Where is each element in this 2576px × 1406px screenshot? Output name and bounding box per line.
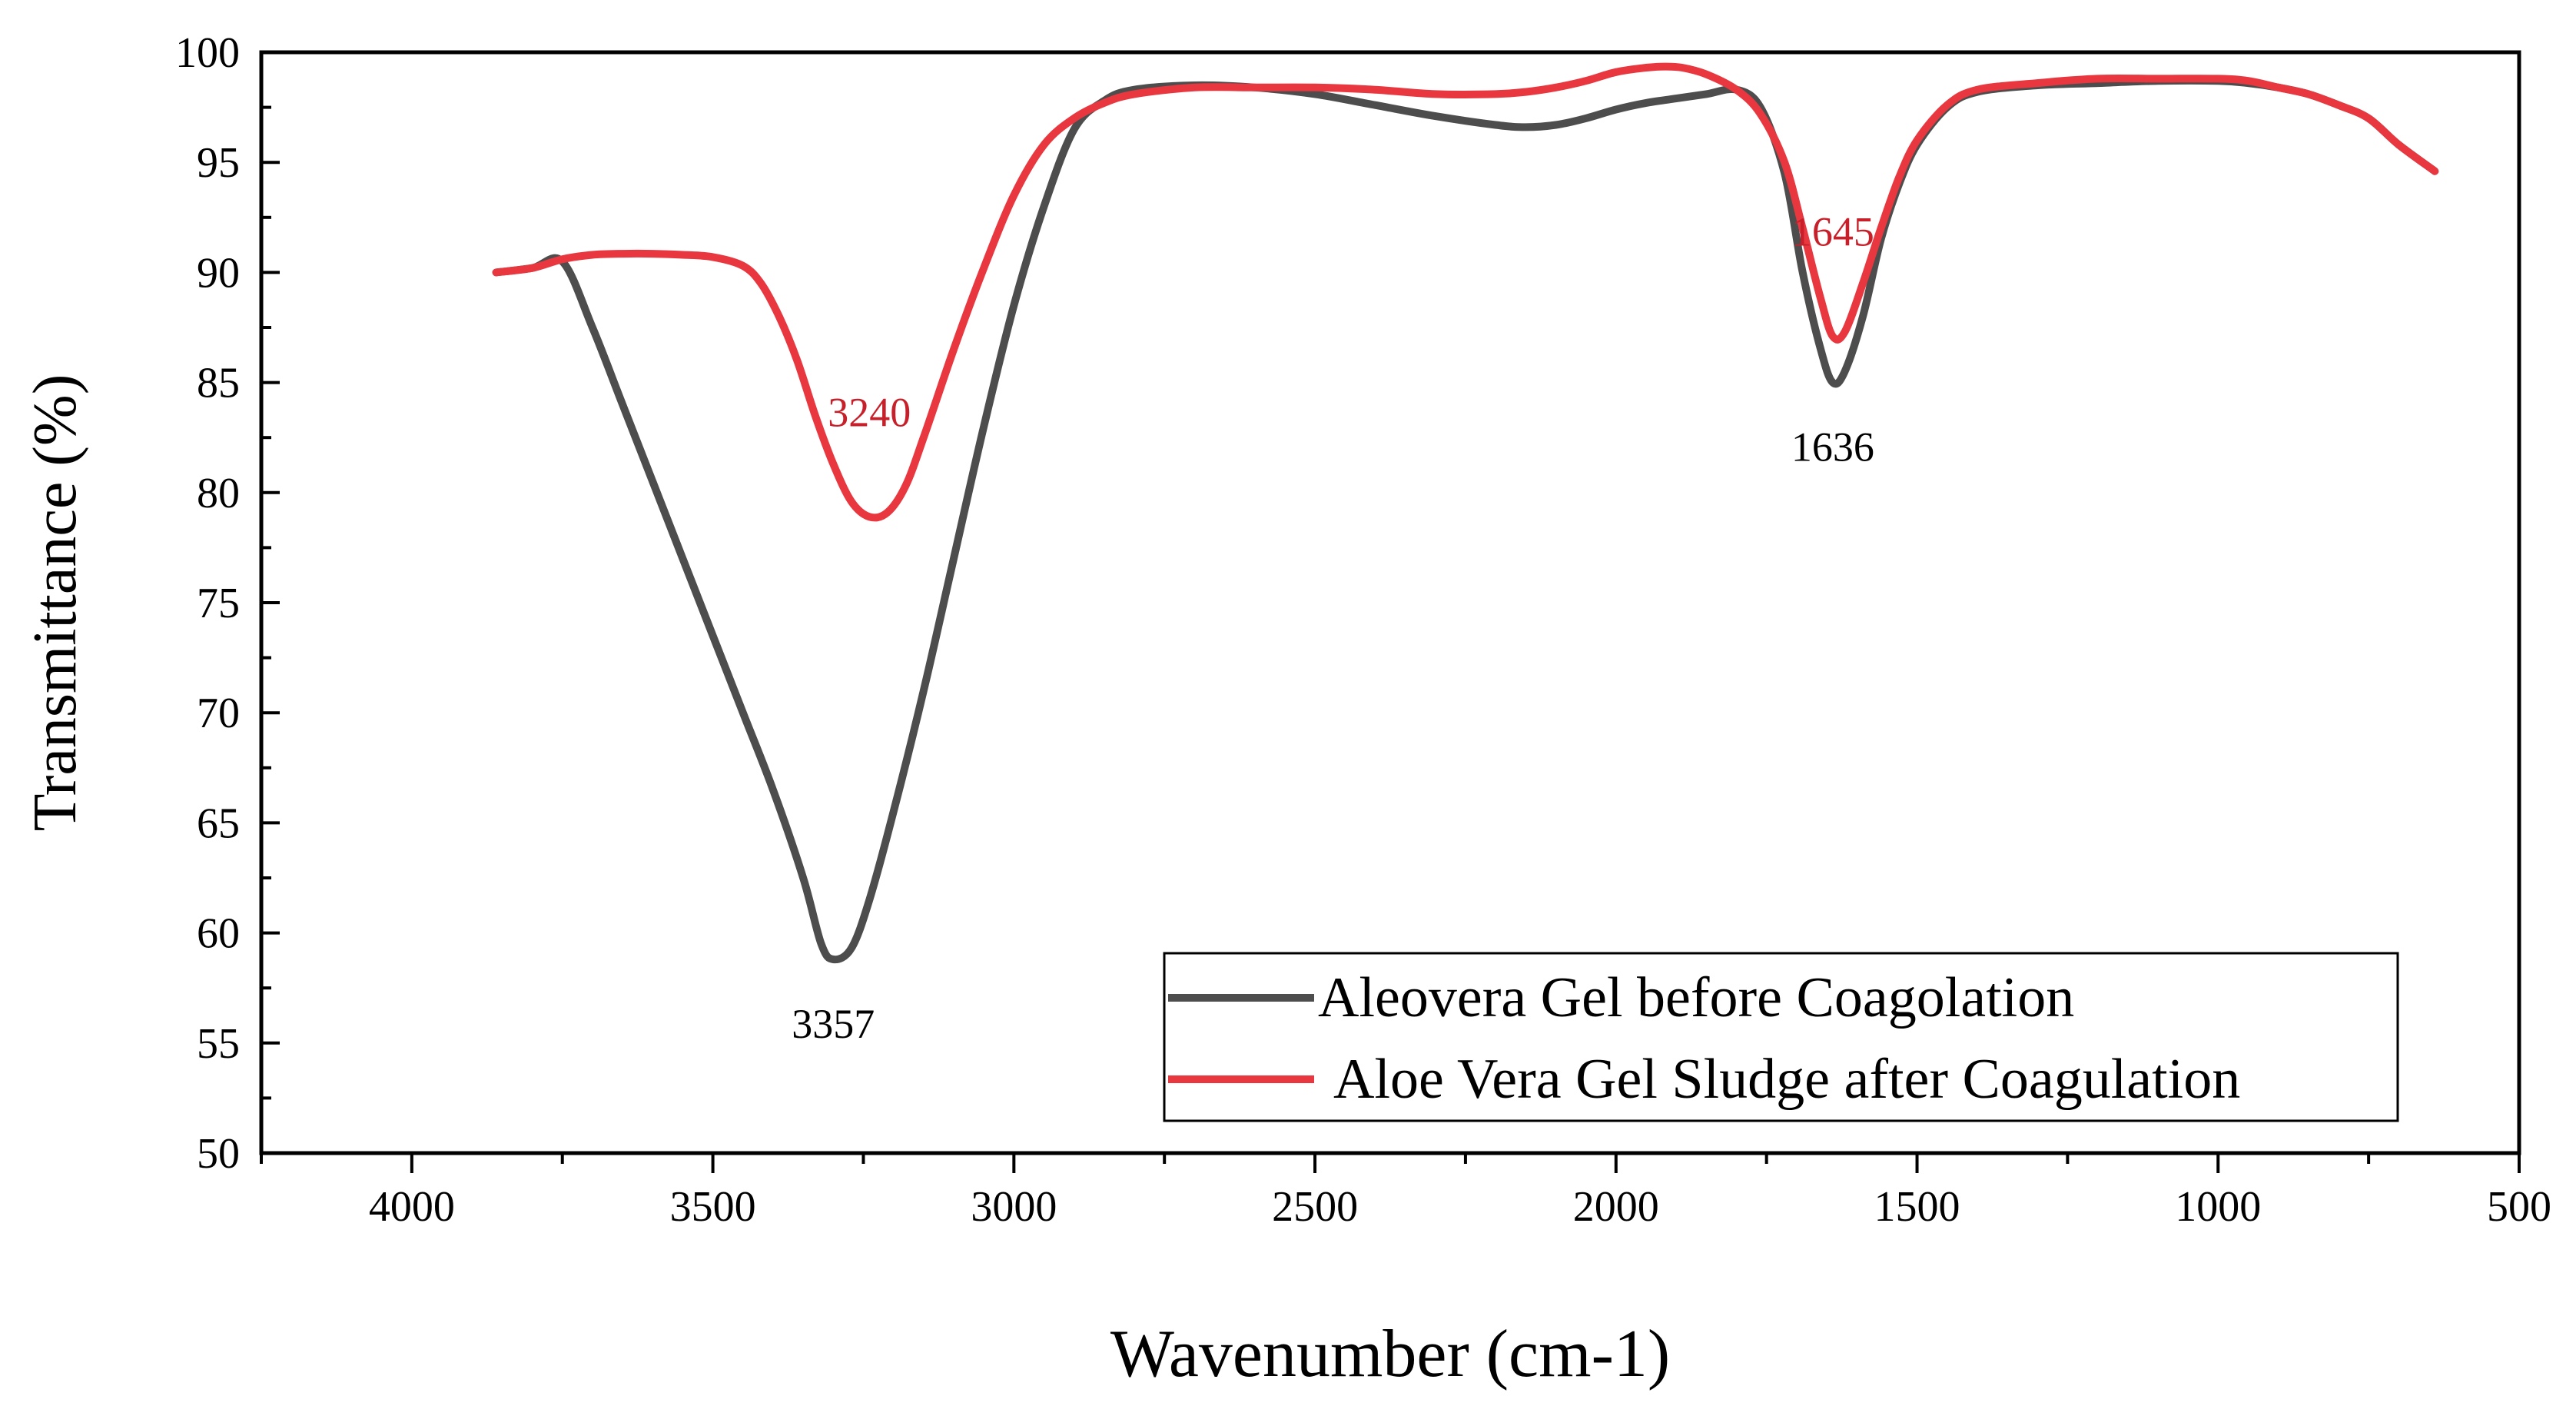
x-axis-title: Wavenumber (cm-1) [1110,1317,1670,1391]
series-layer [492,62,2439,964]
y-tick-label: 95 [197,139,240,187]
x-tick-label: 2000 [1573,1183,1659,1231]
y-tick-label: 85 [197,360,240,407]
y-tick-label: 90 [197,249,240,297]
x-tick-label: 3500 [670,1183,756,1231]
y-axis-ticks: 50 55 60 65 70 75 80 85 90 95 100 [175,29,280,1178]
legend-box [1163,952,2399,1122]
y-tick-label: 75 [197,580,240,627]
x-tick-label: 500 [2487,1183,2551,1231]
y-tick-label: 100 [175,29,240,77]
peak-annotation: 1645 [1791,208,1874,254]
peak-annotation: 1636 [1791,424,1874,470]
x-tick-label: 2500 [1272,1183,1358,1231]
y-tick-label: 55 [197,1020,240,1068]
x-tick-label: 1500 [1874,1183,1960,1231]
y-tick-label: 50 [197,1130,240,1178]
x-tick-label: 1000 [2175,1183,2261,1231]
y-tick-label: 80 [197,470,240,517]
y-tick-label: 70 [197,690,240,737]
x-tick-label: 4000 [369,1183,455,1231]
series-line-before-coagulation [492,76,2439,964]
y-axis-title: Transmittance (%) [22,374,89,832]
peak-annotation: 3357 [792,1001,875,1047]
peak-annotation: 3240 [828,389,911,435]
y-tick-label: 65 [197,799,240,847]
y-tick-label: 60 [197,910,240,958]
series-line-after-coagulation [492,62,2439,522]
legend-label-after: Aloe Vera Gel Sludge after Coagulation [1333,1048,2240,1111]
legend: Aleovera Gel before Coagolation Aloe Ver… [1163,952,2399,1122]
x-axis-ticks: 4000 3500 3000 2500 2000 1500 1000 500 [260,1153,2551,1231]
x-tick-label: 3000 [971,1183,1057,1231]
annotation-layer: 3357 3240 1636 1645 [792,208,1874,1047]
legend-label-before: Aleovera Gel before Coagolation [1318,966,2074,1029]
